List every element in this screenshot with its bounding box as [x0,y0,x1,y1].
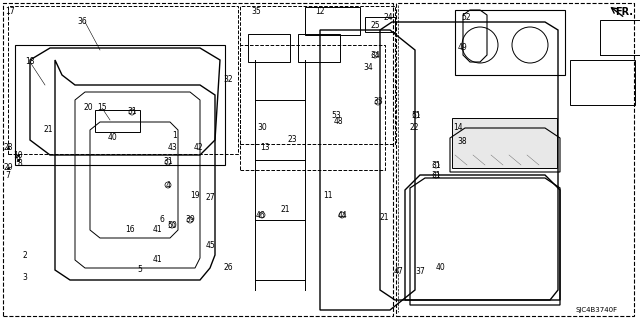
Text: 4: 4 [166,181,170,189]
Text: 10: 10 [13,151,23,160]
Text: 16: 16 [125,226,135,234]
Text: FR.: FR. [615,7,633,17]
Text: 33: 33 [373,98,383,107]
Text: 13: 13 [260,144,270,152]
Text: 9: 9 [15,155,20,165]
Text: 32: 32 [223,76,233,85]
Text: 7: 7 [6,170,10,180]
Bar [8,6,238,154]
Text: 50: 50 [167,220,177,229]
Text: 30: 30 [257,123,267,132]
Text: 14: 14 [453,123,463,132]
Text: 38: 38 [457,137,467,146]
Text: 28: 28 [3,144,13,152]
Text: 25: 25 [370,20,380,29]
Text: 26: 26 [223,263,233,272]
Bar [452,118,557,168]
Text: 29: 29 [3,164,13,173]
Text: 40: 40 [107,133,117,143]
Text: 17: 17 [5,8,15,17]
Text: 12: 12 [316,8,324,17]
Bar [455,10,565,75]
Text: 53: 53 [331,110,341,120]
Text: 43: 43 [167,144,177,152]
Text: 34: 34 [370,50,380,60]
Text: 31: 31 [431,160,441,169]
Text: 37: 37 [415,268,425,277]
Text: 42: 42 [193,144,203,152]
Text: 21: 21 [280,205,290,214]
Bar [248,34,290,62]
Text: 24: 24 [383,13,393,23]
Text: 3: 3 [22,272,28,281]
Text: 31: 31 [431,170,441,180]
Text: 34: 34 [363,63,373,72]
Bar [15,45,225,165]
Text: 6: 6 [159,216,164,225]
Text: 48: 48 [333,117,343,127]
Bar [600,20,640,55]
Text: 1: 1 [173,130,177,139]
Text: 39: 39 [185,216,195,225]
Text: 31: 31 [127,108,137,116]
Text: 11: 11 [323,190,333,199]
Text: 8: 8 [18,159,22,167]
Text: 47: 47 [393,268,403,277]
Text: 27: 27 [205,194,215,203]
Bar [305,7,360,35]
Text: 31: 31 [163,158,173,167]
Text: 5: 5 [138,265,143,275]
Text: 44: 44 [337,211,347,219]
Bar [298,34,340,62]
Text: 52: 52 [461,13,471,23]
Bar [240,45,385,170]
Text: 20: 20 [83,103,93,113]
Bar [396,3,634,316]
Text: 22: 22 [409,123,419,132]
Text: 18: 18 [25,57,35,66]
Text: 40: 40 [435,263,445,272]
Text: 46: 46 [255,211,265,219]
Text: 45: 45 [205,241,215,249]
Text: 41: 41 [152,256,162,264]
Text: 36: 36 [77,18,87,26]
Bar [240,6,395,144]
Text: 49: 49 [458,43,468,53]
Text: 15: 15 [97,103,107,113]
Text: 51: 51 [411,110,421,120]
Text: 19: 19 [190,190,200,199]
Text: SJC4B3740F: SJC4B3740F [575,307,617,313]
Text: 35: 35 [251,8,261,17]
Bar [3,3,393,316]
Text: 41: 41 [152,226,162,234]
Text: 21: 21 [380,213,388,222]
Text: 2: 2 [22,250,28,259]
Bar [570,60,635,105]
Text: 21: 21 [44,125,52,135]
Bar [365,17,395,32]
Text: 23: 23 [287,136,297,145]
Bar [95,110,140,132]
